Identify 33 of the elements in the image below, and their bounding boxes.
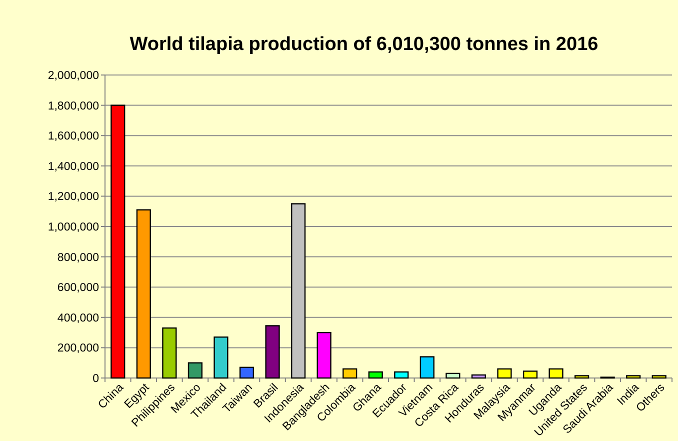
bar <box>110 104 126 379</box>
y-tick-label: 1,400,000 <box>48 160 99 173</box>
bar <box>652 375 666 379</box>
y-tick-label: 1,000,000 <box>48 222 99 234</box>
bar <box>497 368 512 379</box>
bar <box>446 372 460 379</box>
bar <box>394 371 409 379</box>
bar <box>471 374 486 379</box>
bar <box>522 370 538 379</box>
chart-title: World tilapia production of 6,010,300 tonnes in 2016 <box>130 34 598 55</box>
y-tick-label: 1,800,000 <box>48 100 99 112</box>
bar <box>574 375 590 379</box>
bar <box>316 332 332 379</box>
y-tick-label: 2,000,000 <box>48 70 99 82</box>
bar <box>290 203 306 379</box>
y-tick-label: 0 <box>92 373 99 386</box>
bar <box>548 368 564 379</box>
bar <box>136 209 151 379</box>
y-tick-label: 600,000 <box>57 282 99 294</box>
y-tick-label: 1,200,000 <box>48 191 99 204</box>
bar <box>214 336 228 379</box>
bar <box>368 371 383 379</box>
bar <box>162 327 177 379</box>
y-tick-label: 400,000 <box>57 312 99 324</box>
bar <box>342 368 358 379</box>
y-tick-label: 800,000 <box>57 252 99 264</box>
bar <box>239 366 254 379</box>
y-tick-label: 200,000 <box>57 342 99 355</box>
bar <box>626 375 641 379</box>
y-tick-label: 1,600,000 <box>48 130 99 143</box>
bar <box>420 356 434 379</box>
bar <box>265 325 280 379</box>
bar <box>188 362 203 379</box>
